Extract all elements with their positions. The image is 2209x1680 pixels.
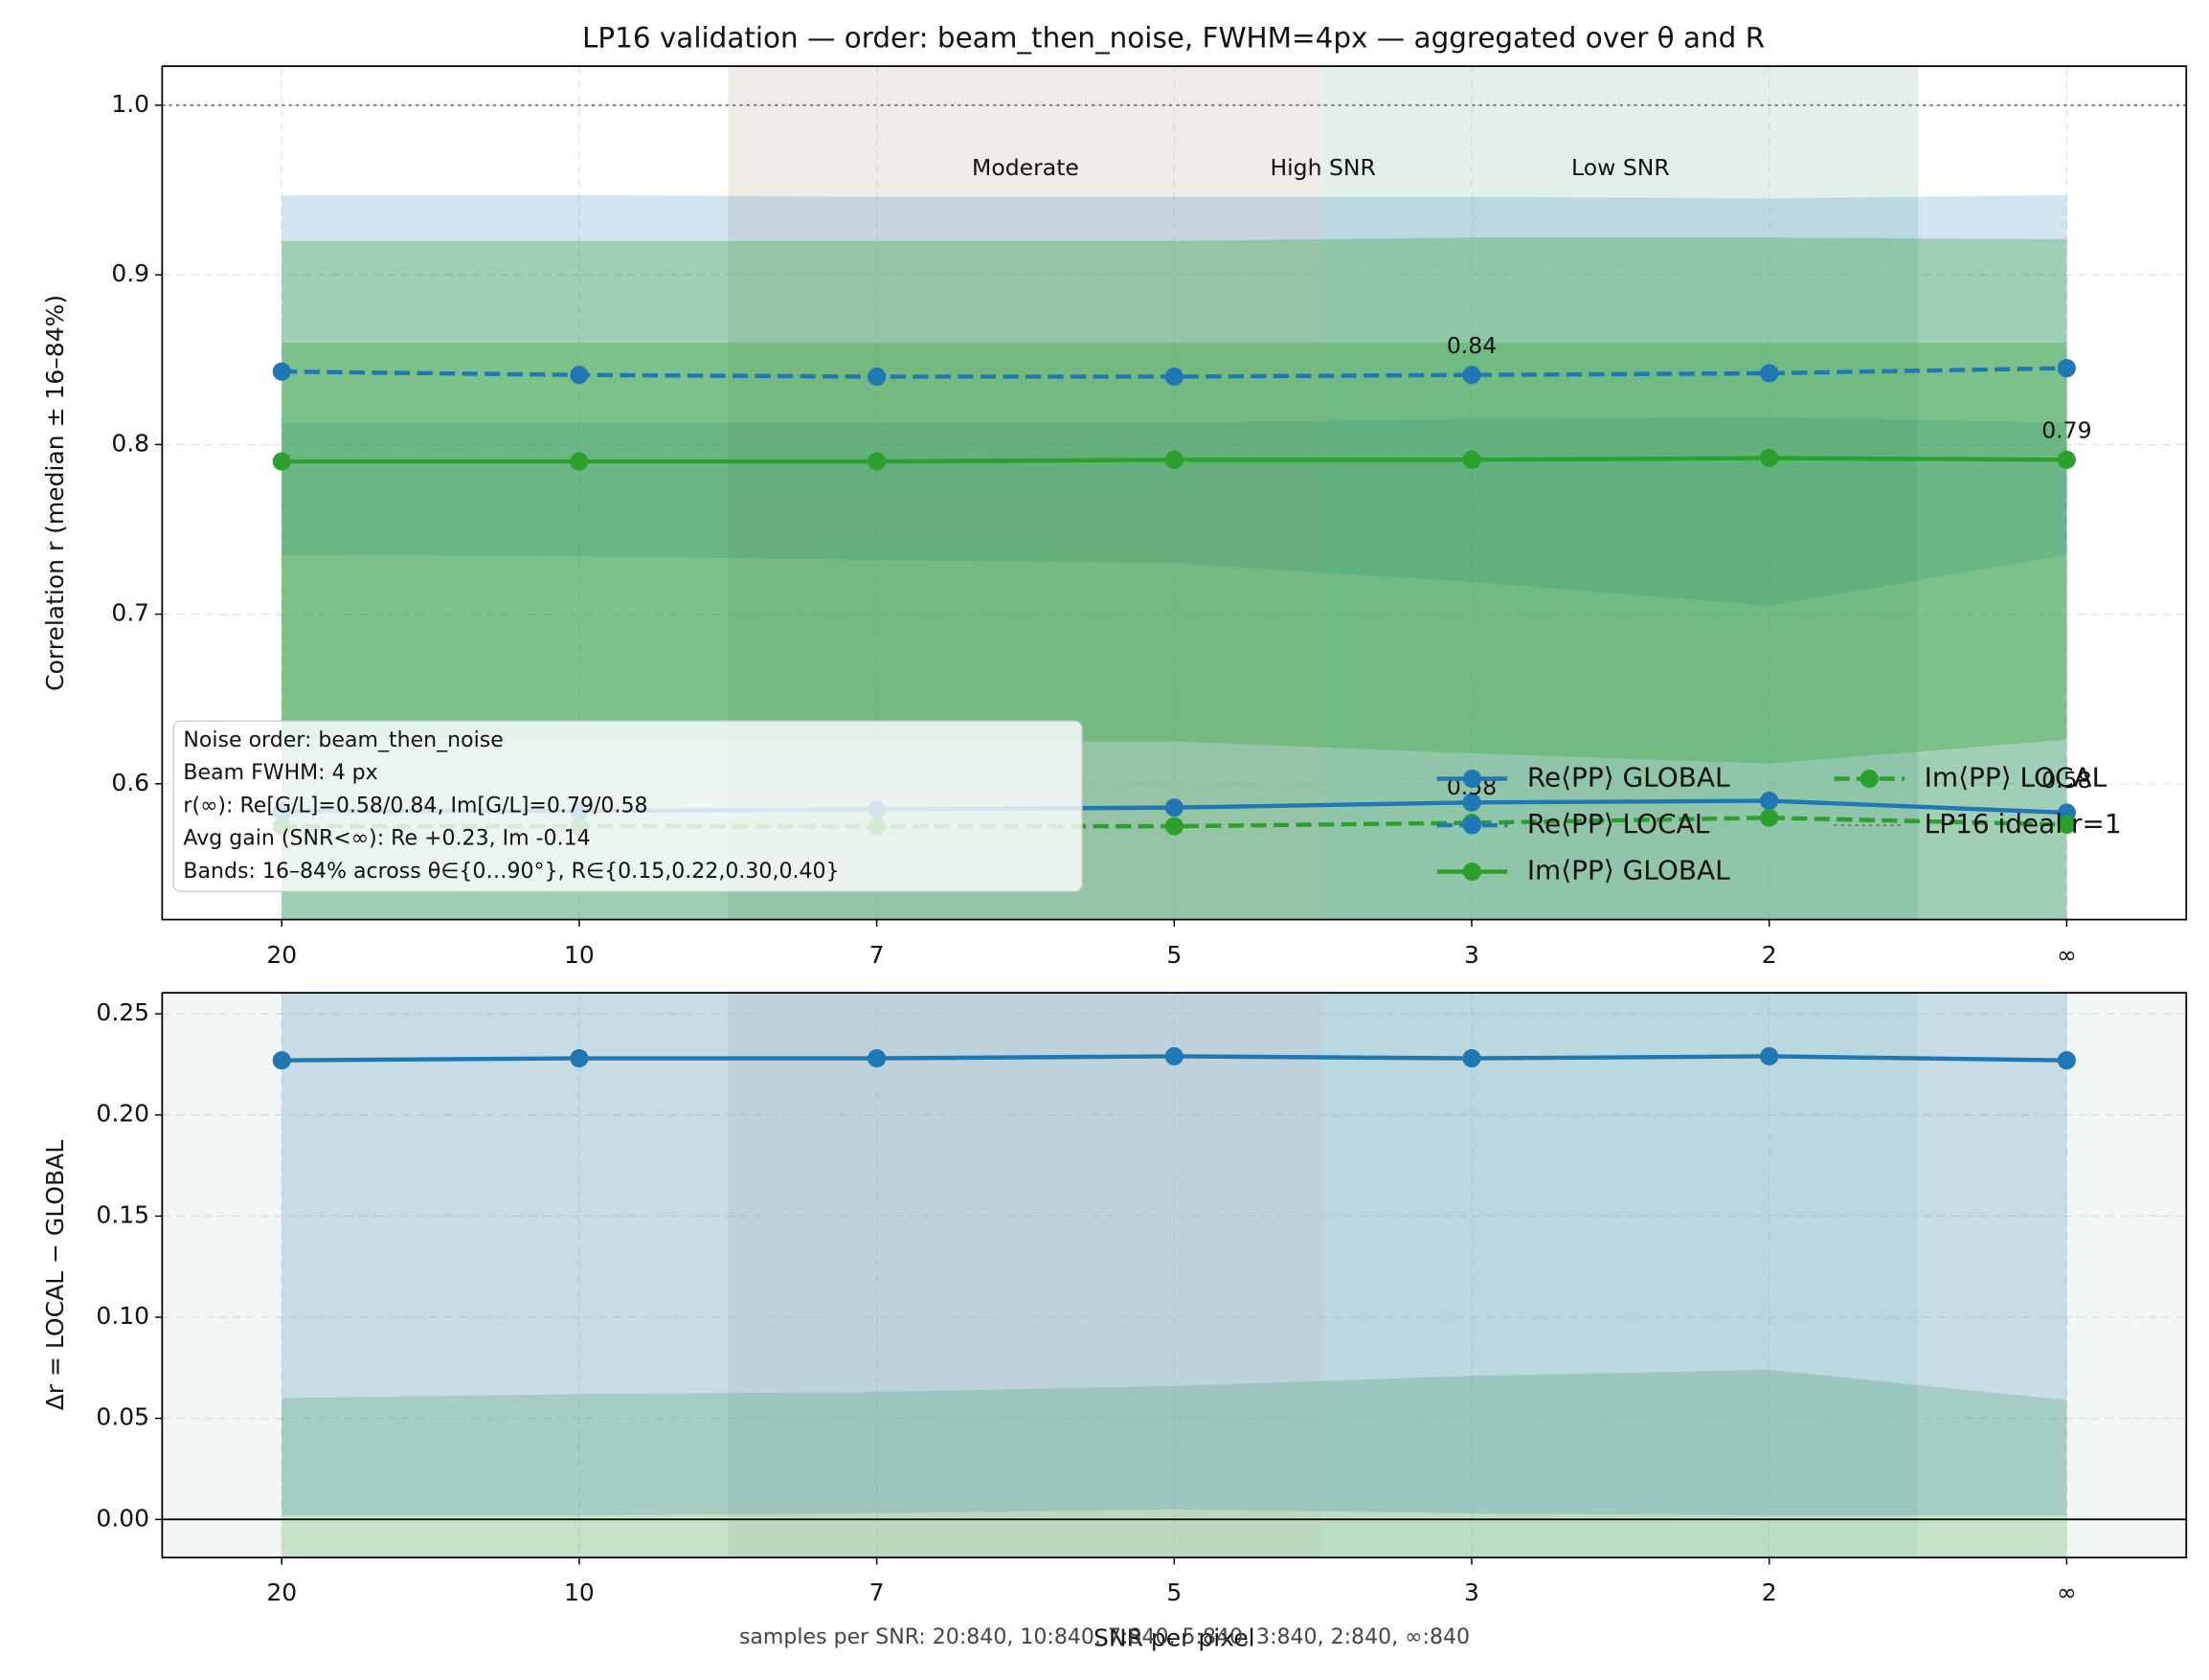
region-label: Low SNR xyxy=(1571,154,1670,181)
shaded-span xyxy=(1322,66,1919,920)
point xyxy=(1760,791,1779,811)
text-box-line: Noise order: beam_then_noise xyxy=(183,728,503,752)
text-box-line: r(∞): Re[G/L]=0.58/0.84, Im[G/L]=0.79/0.… xyxy=(183,794,647,818)
point xyxy=(272,452,291,471)
annotation: 0.84 xyxy=(1447,332,1497,359)
y-tick-label: 0.05 xyxy=(96,1403,149,1431)
legend-marker xyxy=(1462,769,1482,789)
text-box-line: Beam FWHM: 4 px xyxy=(183,761,377,785)
y-tick-label: 0.25 xyxy=(96,998,149,1026)
region-label: Moderate xyxy=(972,154,1079,181)
x-tick-label: 5 xyxy=(1166,941,1182,969)
y-tick-label: 0.10 xyxy=(96,1302,149,1330)
y-axis-label: Δr = LOCAL − GLOBAL xyxy=(41,1140,69,1411)
shaded-span xyxy=(728,993,1323,1558)
point xyxy=(868,452,887,471)
footnote: samples per SNR: 20:840, 10:840, 7:840, … xyxy=(739,1625,1470,1649)
point xyxy=(1462,1049,1481,1068)
legend-label: Im⟨PP⟩ LOCAL xyxy=(1925,762,2108,794)
point xyxy=(2057,359,2076,378)
legend-label: Re⟨PP⟩ GLOBAL xyxy=(1527,762,1730,794)
point xyxy=(570,1049,589,1068)
legend-label: Re⟨PP⟩ LOCAL xyxy=(1527,808,1710,840)
x-tick-label: 2 xyxy=(1762,1579,1777,1606)
y-tick-label: 0.8 xyxy=(111,429,149,457)
x-tick-label: ∞ xyxy=(2057,1579,2077,1606)
y-tick-label: 0.00 xyxy=(96,1504,149,1532)
error-band xyxy=(282,343,2067,920)
point xyxy=(1462,450,1481,469)
chart-title: LP16 validation — order: beam_then_noise… xyxy=(582,22,1765,55)
point xyxy=(1164,817,1183,836)
x-tick-label: 10 xyxy=(564,1579,595,1606)
x-tick-label: 3 xyxy=(1464,941,1479,969)
point xyxy=(1164,1046,1183,1066)
x-tick-label: 5 xyxy=(1166,1579,1182,1606)
point xyxy=(570,452,589,471)
x-tick-label: 10 xyxy=(564,941,595,969)
legend-marker xyxy=(1462,816,1482,835)
point xyxy=(1164,798,1183,818)
y-tick-label: 0.15 xyxy=(96,1200,149,1228)
y-tick-label: 0.9 xyxy=(111,259,149,287)
point xyxy=(1760,448,1779,468)
x-axis-label: SNR per pixel xyxy=(1093,1624,1255,1651)
y-tick-label: 0.6 xyxy=(111,769,149,796)
x-tick-label: 7 xyxy=(869,941,885,969)
legend-marker xyxy=(1462,862,1482,882)
point xyxy=(1760,1046,1779,1066)
point xyxy=(1462,793,1481,812)
point xyxy=(1164,367,1183,387)
point xyxy=(868,1049,887,1068)
plot-area xyxy=(162,993,2187,1558)
error-band xyxy=(282,993,2067,1516)
y-tick-label: 0.7 xyxy=(111,599,149,627)
legend-label: LP16 ideal r=1 xyxy=(1925,808,2122,840)
text-box xyxy=(172,720,1083,892)
text-box-line: Bands: 16–84% across θ∈{0…90°}, R∈{0.15,… xyxy=(183,860,839,884)
y-axis-label: Correlation r (median ± 16–84%) xyxy=(41,295,69,691)
point xyxy=(1760,808,1779,827)
point xyxy=(1462,366,1481,385)
error-band xyxy=(282,1369,2067,1558)
x-tick-label: 7 xyxy=(869,1579,885,1606)
point xyxy=(272,362,291,381)
annotation: 0.58 xyxy=(2041,767,2091,794)
plot-area xyxy=(162,66,2187,920)
point xyxy=(272,1051,291,1070)
shaded-span xyxy=(1322,993,1919,1558)
x-tick-label: ∞ xyxy=(2057,941,2077,969)
error-band xyxy=(282,194,2067,606)
error-band xyxy=(282,237,2067,764)
point xyxy=(1164,450,1183,469)
x-tick-label: 2 xyxy=(1762,941,1777,969)
x-tick-label: 3 xyxy=(1464,1579,1479,1606)
text-box-line: Avg gain (SNR<∞): Re +0.23, Im -0.14 xyxy=(183,827,590,851)
legend-marker xyxy=(1860,769,1879,789)
point xyxy=(1760,364,1779,383)
region-label: High SNR xyxy=(1270,154,1375,181)
point xyxy=(2057,1051,2076,1070)
legend-label: Im⟨PP⟩ GLOBAL xyxy=(1527,855,1730,886)
x-tick-label: 20 xyxy=(266,941,297,969)
annotation: 0.79 xyxy=(2041,416,2091,443)
point xyxy=(868,367,887,387)
x-tick-label: 20 xyxy=(266,1579,297,1606)
point xyxy=(2057,815,2076,834)
y-tick-label: 0.20 xyxy=(96,1100,149,1128)
point xyxy=(2057,450,2076,469)
point xyxy=(570,366,589,385)
y-tick-label: 1.0 xyxy=(111,90,149,118)
